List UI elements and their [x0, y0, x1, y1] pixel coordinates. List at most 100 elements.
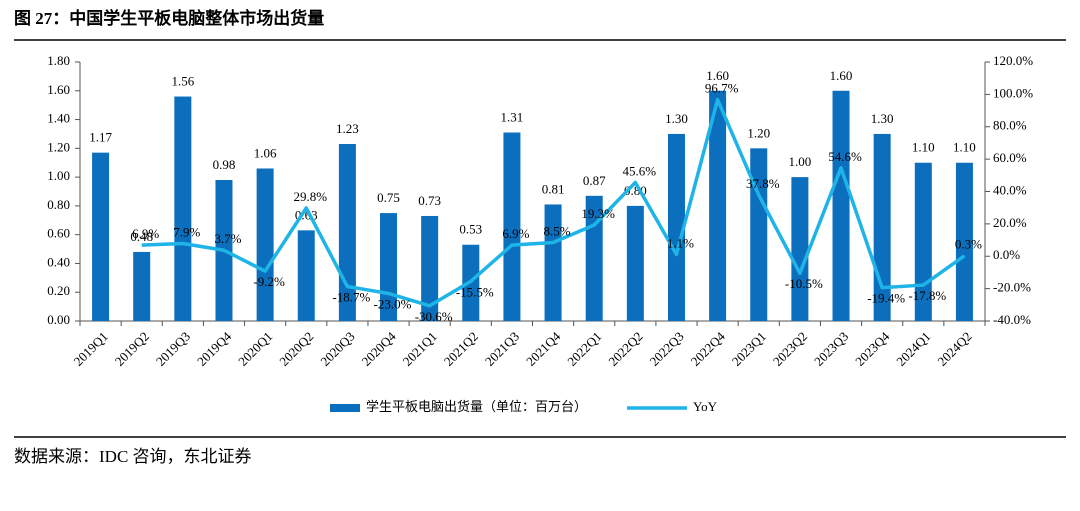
line-value-label: 8.5% [544, 223, 571, 238]
line-value-label: 19.3% [581, 206, 615, 221]
bar [256, 168, 274, 321]
line-value-label: -9.2% [253, 274, 285, 289]
bar-value-label: 1.30 [665, 111, 688, 126]
x-tick-label: 2023Q1 [729, 329, 769, 369]
y-tick-label: 1.80 [47, 53, 70, 68]
line-value-label: 37.8% [746, 176, 780, 191]
line-value-label: 6.9% [502, 226, 529, 241]
yoy-line [141, 97, 966, 308]
bar [791, 177, 809, 321]
y-tick-label: 1.40 [47, 111, 70, 126]
line-value-label: 3.7% [214, 231, 241, 246]
x-tick-label: 2023Q2 [770, 329, 810, 369]
x-tick-label: 2020Q4 [359, 328, 400, 369]
x-tick-label: 2019Q3 [153, 329, 193, 369]
x-tick-label: 2020Q3 [317, 329, 357, 369]
legend-swatch [330, 404, 360, 412]
bar [750, 148, 768, 321]
legend-label: 学生平板电脑出货量（单位：百万台） [366, 399, 587, 414]
bar-value-label: 0.73 [418, 193, 441, 208]
bar-value-label: 1.17 [89, 130, 112, 145]
y-tick-label: 0.00 [47, 312, 70, 327]
x-tick-label: 2021Q1 [400, 329, 440, 369]
source: 数据来源：IDC 咨询，东北证券 [14, 447, 252, 466]
y2-tick-label: 40.0% [993, 182, 1027, 197]
legend-label: YoY [693, 399, 718, 414]
x-tick-label: 2024Q2 [934, 329, 974, 369]
bar-value-label: 0.98 [213, 157, 236, 172]
line-value-label: -30.6% [415, 309, 453, 324]
x-tick-label: 2023Q3 [811, 329, 851, 369]
line-value-label: 96.7% [705, 81, 739, 96]
bar [832, 90, 850, 322]
bar-value-label: 1.60 [830, 68, 853, 83]
y2-tick-label: -20.0% [993, 280, 1031, 295]
bar-value-label: 0.53 [459, 222, 482, 237]
x-tick-label: 2019Q2 [112, 329, 152, 369]
y-tick-label: 0.40 [47, 254, 70, 269]
line-value-label: -10.5% [785, 276, 823, 291]
x-tick-label: 2020Q2 [276, 329, 316, 369]
line-value-label: 1.1% [667, 235, 694, 250]
line-value-label: -23.0% [374, 296, 412, 311]
y2-tick-label: 120.0% [993, 53, 1033, 68]
bar-value-label: 0.48 [130, 229, 153, 244]
x-tick-label: 2021Q3 [482, 329, 522, 369]
y-tick-label: 1.20 [47, 139, 70, 154]
bar [421, 215, 439, 321]
y-tick-label: 0.20 [47, 283, 70, 298]
bar-value-label: 1.20 [747, 125, 770, 140]
line-value-label: 54.6% [828, 149, 862, 164]
x-tick-label: 2023Q4 [852, 328, 893, 369]
y2-tick-label: 60.0% [993, 150, 1027, 165]
line-value-label: -15.5% [456, 284, 494, 299]
bar [297, 230, 315, 321]
x-tick-label: 2021Q2 [441, 329, 481, 369]
y2-tick-label: 0.0% [993, 247, 1020, 262]
bar-value-label: 1.60 [706, 68, 729, 83]
line-value-label: -18.7% [332, 290, 370, 305]
y-tick-label: 1.00 [47, 168, 70, 183]
x-tick-label: 2022Q3 [646, 329, 686, 369]
y2-tick-label: 20.0% [993, 215, 1027, 230]
bar [544, 204, 562, 321]
bar [133, 251, 151, 321]
bar-value-label: 1.00 [789, 154, 812, 169]
x-tick-label: 2019Q4 [194, 328, 235, 369]
bar-value-label: 1.56 [171, 74, 194, 89]
bar-value-label: 0.81 [542, 181, 565, 196]
bar-value-label: 1.06 [254, 145, 277, 160]
line-value-label: -17.8% [908, 288, 946, 303]
bar-value-label: 1.10 [953, 140, 976, 155]
x-tick-label: 2022Q2 [605, 329, 645, 369]
bar [503, 132, 521, 321]
line-value-label: 6.9% [132, 226, 159, 241]
bar-value-label: 1.30 [871, 111, 894, 126]
x-tick-label: 2022Q4 [688, 328, 729, 369]
y-tick-label: 0.60 [47, 226, 70, 241]
bar [955, 162, 973, 321]
y2-tick-label: -40.0% [993, 312, 1031, 327]
bar [709, 90, 727, 322]
bar [667, 133, 685, 321]
line-value-label: 7.9% [173, 224, 200, 239]
chart-title: 图 27：中国学生平板电脑整体市场出货量 [14, 8, 324, 28]
y-tick-label: 1.60 [47, 82, 70, 97]
line-value-label: 0.3% [955, 237, 982, 252]
x-tick-label: 2022Q1 [564, 329, 604, 369]
bar-value-label: 0.87 [583, 173, 606, 188]
bar-value-label: 1.10 [912, 140, 935, 155]
x-tick-label: 2024Q1 [893, 329, 933, 369]
line-value-label: 45.6% [623, 163, 657, 178]
line-value-label: 29.8% [293, 189, 327, 204]
bar-value-label: 1.23 [336, 121, 359, 136]
bar [174, 96, 192, 322]
x-tick-label: 2020Q1 [235, 329, 275, 369]
bar [92, 152, 110, 321]
y2-tick-label: 80.0% [993, 118, 1027, 133]
y2-tick-label: 100.0% [993, 85, 1033, 100]
bar-value-label: 0.75 [377, 190, 400, 205]
bar-value-label: 1.31 [501, 109, 524, 124]
